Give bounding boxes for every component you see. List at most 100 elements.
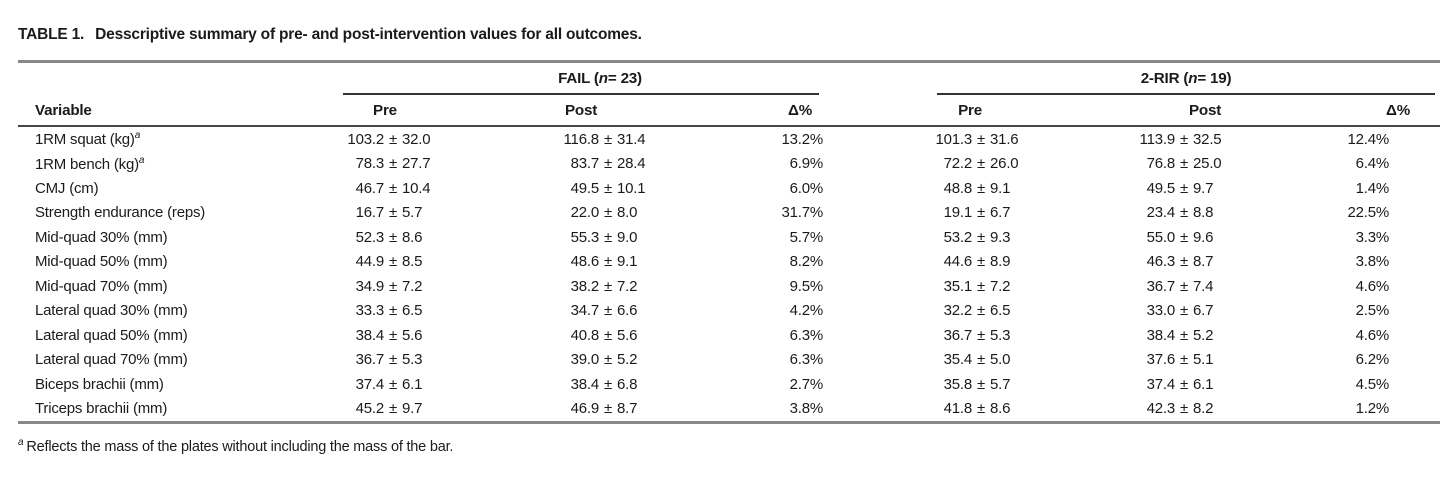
- plus-minus-sign: ±: [388, 375, 398, 393]
- variable-cell: Lateral quad 70% (mm): [18, 348, 330, 373]
- rir-pre-cell: 44.6 ±8.9: [915, 250, 1065, 275]
- variable-cell: Mid-quad 30% (mm): [18, 225, 330, 250]
- group-2rir-n-symbol: n: [1188, 69, 1198, 87]
- plus-minus-sign: ±: [388, 326, 398, 344]
- sd-value: 6.5: [402, 302, 423, 320]
- sd-value: 5.6: [617, 326, 638, 344]
- plus-minus-sign: ±: [388, 400, 398, 418]
- rir-delta-cell: 1.2%: [1355, 400, 1390, 418]
- column-gap-cell: [830, 274, 915, 299]
- value-pair: 40.8 ±5.6: [553, 327, 663, 344]
- value-pair: 53.2 ±9.3: [926, 229, 1036, 246]
- plus-minus-sign: ±: [1179, 155, 1189, 173]
- footnote-marker: a: [18, 437, 24, 448]
- rir-post-cell: 38.4 ±5.2: [1065, 323, 1295, 348]
- mean-value: 38.4: [1146, 326, 1176, 344]
- sd-value: 7.2: [402, 277, 423, 295]
- fail-post-cell: 22.0 ±8.0: [475, 201, 705, 226]
- value-pair: 32.2 ±6.5: [926, 302, 1036, 319]
- value-pair: 33.0 ±6.7: [1129, 302, 1239, 319]
- rir-pre-cell: 72.2 ±26.0: [915, 152, 1065, 177]
- mean-value: 22.0: [570, 204, 600, 222]
- plus-minus-sign: ±: [1179, 277, 1189, 295]
- column-header-2rir-pre: Pre: [915, 95, 1066, 127]
- plus-minus-sign: ±: [976, 155, 986, 173]
- rir-post-cell: 113.9 ±32.5: [1065, 126, 1295, 152]
- fail-delta-cell: 3.8%: [789, 400, 824, 418]
- variable-cell: Lateral quad 50% (mm): [18, 323, 330, 348]
- mean-value: 35.8: [943, 375, 973, 393]
- value-pair: 48.8 ±9.1: [926, 180, 1036, 197]
- mean-value: 37.4: [355, 375, 385, 393]
- variable-cell: Mid-quad 70% (mm): [18, 274, 330, 299]
- table-caption: Desscriptive summary of pre- and post-in…: [95, 26, 642, 43]
- mean-value: 46.7: [355, 179, 385, 197]
- rir-delta-cell: 6.4%: [1355, 155, 1390, 173]
- mean-value: 33.0: [1146, 302, 1176, 320]
- value-pair: 48.6 ±9.1: [553, 253, 663, 270]
- value-pair: 52.3 ±8.6: [338, 229, 448, 246]
- rir-post-cell: 33.0 ±6.7: [1065, 299, 1295, 324]
- plus-minus-sign: ±: [388, 351, 398, 369]
- plus-minus-sign: ±: [1179, 400, 1189, 418]
- rir-delta-cell: 4.6%: [1355, 277, 1390, 295]
- mean-value: 38.2: [570, 277, 600, 295]
- rir-post-cell: 37.4 ±6.1: [1065, 372, 1295, 397]
- rir-post-cell: 76.8 ±25.0: [1065, 152, 1295, 177]
- variable-cell: 1RM squat (kg)a: [18, 126, 330, 152]
- table-row: Lateral quad 70% (mm) 36.7 ±5.3 39.0 ±5.2 6.3…: [18, 348, 1440, 373]
- plus-minus-sign: ±: [1179, 204, 1189, 222]
- plus-minus-sign: ±: [388, 155, 398, 173]
- sd-value: 31.4: [617, 130, 646, 148]
- sd-value: 9.7: [1193, 179, 1214, 197]
- value-pair: 46.9 ±8.7: [553, 400, 663, 417]
- column-header-2rir-post: Post: [1065, 95, 1296, 127]
- fail-delta-cell: 9.5%: [789, 277, 824, 295]
- rir-delta-cell: 2.5%: [1355, 302, 1390, 320]
- mean-value: 101.3: [935, 130, 972, 148]
- column-gap-cell: [830, 372, 915, 397]
- plus-minus-sign: ±: [976, 228, 986, 246]
- mean-value: 78.3: [355, 155, 385, 173]
- plus-minus-sign: ±: [603, 155, 613, 173]
- rir-pre-cell: 19.1 ±6.7: [915, 201, 1065, 226]
- mean-value: 55.3: [570, 228, 600, 246]
- value-pair: 16.7 ±5.7: [338, 204, 448, 221]
- value-pair: 45.2 ±9.7: [338, 400, 448, 417]
- table-row: Mid-quad 70% (mm) 34.9 ±7.2 38.2 ±7.2 9.5% 35.…: [18, 274, 1440, 299]
- plus-minus-sign: ±: [976, 302, 986, 320]
- sd-value: 5.6: [402, 326, 423, 344]
- value-pair: 35.4 ±5.0: [926, 351, 1036, 368]
- sd-value: 6.8: [617, 375, 638, 393]
- fail-post-cell: 34.7 ±6.6: [475, 299, 705, 324]
- footnote-marker-ref: a: [138, 154, 145, 166]
- mean-value: 35.4: [943, 351, 973, 369]
- group-header-gap: [830, 62, 915, 96]
- mean-value: 49.5: [1146, 179, 1176, 197]
- variable-cell: Triceps brachii (mm): [18, 397, 330, 423]
- sd-value: 9.0: [617, 228, 638, 246]
- fail-post-cell: 55.3 ±9.0: [475, 225, 705, 250]
- rir-post-cell: 49.5 ±9.7: [1065, 176, 1295, 201]
- fail-delta-cell: 8.2%: [789, 253, 824, 271]
- fail-pre-cell: 45.2 ±9.7: [330, 397, 475, 423]
- sd-value: 7.4: [1193, 277, 1214, 295]
- fail-delta-cell: 6.3%: [789, 326, 824, 344]
- rir-pre-cell: 35.4 ±5.0: [915, 348, 1065, 373]
- mean-value: 16.7: [355, 204, 385, 222]
- value-pair: 35.8 ±5.7: [926, 376, 1036, 393]
- sd-value: 32.5: [1193, 130, 1222, 148]
- sd-value: 5.1: [1193, 351, 1214, 369]
- fail-pre-cell: 16.7 ±5.7: [330, 201, 475, 226]
- mean-value: 37.6: [1146, 351, 1176, 369]
- table-title: TABLE 1. Desscriptive summary of pre- and…: [18, 26, 1448, 44]
- column-gap-cell: [830, 348, 915, 373]
- table-row: Biceps brachii (mm) 37.4 ±6.1 38.4 ±6.8 2.7% 3…: [18, 372, 1440, 397]
- column-header-variable: Variable: [18, 95, 330, 127]
- sd-value: 8.6: [990, 400, 1011, 418]
- column-gap-cell: [830, 397, 915, 423]
- variable-label: Mid-quad 30% (mm): [35, 228, 168, 246]
- fail-pre-cell: 38.4 ±5.6: [330, 323, 475, 348]
- plus-minus-sign: ±: [976, 179, 986, 197]
- mean-value: 38.4: [355, 326, 385, 344]
